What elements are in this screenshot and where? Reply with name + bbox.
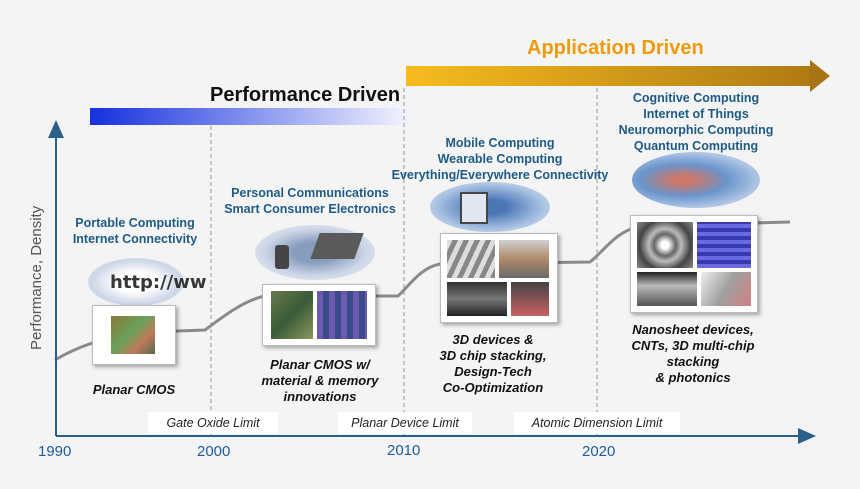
era-2010-applications: Mobile Computing Wearable Computing Ever… [391,136,609,182]
nanosheet-tem-photo [637,272,697,306]
browser-url-text: http://ww [110,272,207,293]
stack-photo [447,282,507,316]
year-2010: 2010 [387,442,421,459]
planar-cmos-memory-photo [262,284,376,346]
application-driven-arrow [406,60,830,92]
year-2020: 2020 [582,443,616,460]
cnt-photo [637,222,693,268]
application-driven-label: Application Driven [527,37,704,59]
era-dividers [210,88,598,436]
chip-die-image [111,316,155,354]
tablet-icon [460,192,488,224]
browser-image: http://ww [88,258,207,306]
finfet-photo [447,240,495,278]
multichip-grid-photo [697,222,751,268]
y-axis-label: Performance, Density [28,205,45,350]
performance-driven-arrow [90,108,410,125]
era-2020-applications: Cognitive Computing Internet of Things N… [618,91,774,153]
planar-cmos-photo [92,305,176,365]
year-2000: 2000 [197,443,231,460]
phone-icon [275,245,289,269]
performance-driven-label: Performance Driven [210,84,401,106]
3d-devices-photo [440,233,558,323]
limit-gate-oxide: Gate Oxide Limit [148,412,278,434]
cognitive-computing-image [632,152,760,208]
era-1990-applications: Portable Computing Internet Connectivity [72,216,198,246]
mobile-devices-image [430,182,550,232]
limit-atomic-dimension: Atomic Dimension Limit [514,412,680,434]
photonics-photo [701,272,751,306]
era-2000-applications: Personal Communications Smart Consumer E… [224,186,396,216]
memory-array-photo [317,291,367,339]
devices-image [255,225,375,280]
era-2010-technology: 3D devices & 3D chip stacking, Design-Te… [439,332,547,395]
era-2000-technology: Planar CMOS w/ material & memory innovat… [261,357,379,404]
laptop-icon [310,233,364,259]
die-photo-left [271,291,313,339]
package-photo [511,282,549,316]
era-2020-technology: Nanosheet devices, CNTs, 3D multi-chip s… [631,322,755,385]
era-1990-technology: Planar CMOS [92,382,176,397]
nanosheet-photo [630,215,758,313]
limit-planar-device: Planar Device Limit [338,412,472,434]
year-1990: 1990 [38,443,72,460]
chip-cross-section-photo [499,240,549,278]
